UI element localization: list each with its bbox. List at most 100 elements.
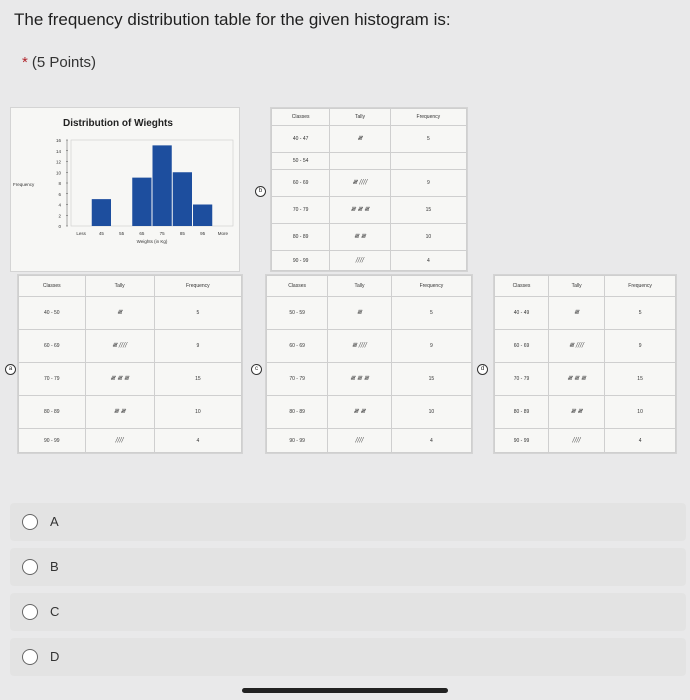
- class-cell: 40 - 50: [18, 296, 86, 330]
- x-tick-label: More: [218, 231, 229, 236]
- table-row: 40 - 49 𝍸 5: [493, 296, 676, 330]
- class-cell: 90 - 99: [493, 428, 550, 453]
- tally-cell: 𝍸 𝍸 𝍸: [548, 362, 606, 396]
- table-row: 70 - 79 𝍸 𝍸 𝍸 15: [493, 362, 676, 396]
- tally-cell: 𝍸: [548, 296, 606, 330]
- class-cell: 40 - 47: [270, 125, 331, 154]
- plot-frame: [70, 139, 234, 227]
- tally-cell: 𝍸 𝍸 𝍸: [84, 362, 155, 396]
- frequency-cell: 4: [604, 428, 676, 453]
- histogram-bar: [91, 199, 111, 226]
- table-row: 70 - 79 𝍸 𝍸 𝍸 15: [18, 362, 243, 396]
- badge-option-d: d: [477, 364, 488, 375]
- radio-d[interactable]: [22, 649, 38, 665]
- table-row: 90 - 99////4: [18, 428, 243, 453]
- tally-cell: 𝍸 ////: [84, 329, 155, 363]
- class-cell: 40 - 49: [493, 296, 550, 330]
- table-row: 80 - 89 𝍸 𝍸 10: [493, 395, 676, 429]
- table-row: 40 - 47 𝍸 5: [270, 125, 468, 154]
- badge-option-b: b: [255, 186, 266, 197]
- table-option-b: Classes Tally Frequency 40 - 47 𝍸 5 50 - 54 60 …: [270, 107, 468, 272]
- class-cell: 90 - 99: [265, 428, 329, 453]
- class-cell: 70 - 79: [265, 362, 329, 396]
- choice-b[interactable]: B: [10, 548, 686, 586]
- choice-c-label: C: [50, 604, 60, 619]
- header-cell: Classes: [18, 275, 86, 297]
- y-tick-label: 6: [58, 192, 61, 197]
- tally-cell: 𝍸: [329, 125, 391, 154]
- tally-cell: [329, 152, 391, 171]
- header-cell: Frequency: [604, 275, 676, 297]
- table-row: 90 - 99////4: [270, 250, 468, 271]
- table-header-row: Classes Tally Frequency: [265, 275, 473, 297]
- frequency-cell: [389, 152, 468, 171]
- choice-c[interactable]: C: [10, 593, 686, 631]
- frequency-cell: 10: [604, 395, 676, 429]
- frequency-cell: 15: [390, 362, 473, 396]
- points-label: * (5 Points): [22, 54, 96, 71]
- header-cell: Classes: [493, 275, 550, 297]
- class-cell: 80 - 89: [265, 395, 329, 429]
- table-header-row: Classes Tally Frequency: [270, 107, 468, 127]
- table-row: 90 - 99////4: [265, 428, 473, 453]
- tally-cell: 𝍸 𝍸 𝍸: [329, 196, 391, 225]
- table-row: 90 - 99////4: [493, 428, 676, 453]
- radio-a[interactable]: [22, 514, 38, 530]
- table-row: 80 - 89 𝍸 𝍸 10: [18, 395, 243, 429]
- table-row: 80 - 89 𝍸 𝍸 10: [270, 223, 468, 252]
- table-row: 70 - 79 𝍸 𝍸 𝍸 15: [270, 196, 468, 225]
- y-tick-label: 0: [58, 224, 61, 229]
- class-cell: 70 - 79: [493, 362, 550, 396]
- histogram-chart: 0 2 4 6 8 10 12 14 16 Frequency Less 45 55 65 75 85 95 Mo…: [13, 138, 234, 244]
- header-cell: Tally: [329, 107, 391, 127]
- frequency-cell: 10: [153, 395, 243, 429]
- x-tick-label: 85: [180, 231, 186, 236]
- table-option-d: Classes Tally Frequency 40 - 49 𝍸 5 60 - 69 𝍸 /…: [493, 274, 677, 454]
- x-tick-label: 55: [119, 231, 125, 236]
- tally-cell: 𝍸 𝍸: [84, 395, 155, 429]
- histogram-bar: [152, 145, 172, 226]
- choice-a-label: A: [50, 514, 59, 529]
- table-row: 60 - 69 𝍸 ////9: [493, 329, 676, 363]
- header-cell: Frequency: [153, 275, 243, 297]
- header-cell: Tally: [548, 275, 606, 297]
- frequency-cell: 4: [153, 428, 243, 453]
- badge-option-c: c: [251, 364, 262, 375]
- y-tick-label: 16: [56, 138, 62, 143]
- header-cell: Frequency: [389, 107, 468, 127]
- tally-cell: 𝍸: [84, 296, 155, 330]
- frequency-cell: 5: [153, 296, 243, 330]
- header-cell: Classes: [270, 107, 331, 127]
- histogram-title: Distribution of Wieghts: [63, 118, 173, 129]
- radio-c[interactable]: [22, 604, 38, 620]
- table-row: 50 - 59 𝍸 5: [265, 296, 473, 330]
- histogram-bar: [193, 204, 213, 226]
- class-cell: 70 - 79: [270, 196, 331, 225]
- x-tick-label: 75: [160, 231, 166, 236]
- tally-cell: 𝍸 𝍸: [327, 395, 392, 429]
- choice-d[interactable]: D: [10, 638, 686, 676]
- table-row: 60 - 69 𝍸 ////9: [18, 329, 243, 363]
- y-tick-label: 4: [58, 203, 61, 208]
- histogram-bar: [172, 172, 192, 226]
- choice-a[interactable]: A: [10, 503, 686, 541]
- frequency-cell: 15: [389, 196, 468, 225]
- x-axis-label: Weights (in Kg): [137, 239, 168, 244]
- tally-cell: 𝍸 𝍸: [329, 223, 391, 252]
- frequency-cell: 9: [389, 169, 468, 198]
- home-indicator[interactable]: [242, 688, 448, 693]
- question-text: The frequency distribution table for the…: [14, 10, 451, 29]
- table-option-a: Classes Tally Frequency 40 - 50 𝍸 5 60 - 69 𝍸 /…: [17, 274, 243, 454]
- table-header-row: Classes Tally Frequency: [493, 275, 676, 297]
- class-cell: 50 - 54: [270, 152, 331, 171]
- radio-b[interactable]: [22, 559, 38, 575]
- frequency-cell: 10: [389, 223, 468, 252]
- class-cell: 80 - 89: [18, 395, 86, 429]
- tally-cell: 𝍸 𝍸 𝍸: [327, 362, 392, 396]
- table-row: 50 - 54: [270, 152, 468, 171]
- class-cell: 60 - 69: [493, 329, 550, 363]
- frequency-cell: 5: [390, 296, 473, 330]
- frequency-cell: 4: [390, 428, 473, 453]
- tally-cell: ////: [84, 428, 155, 453]
- table-row: 60 - 69 𝍸 ////9: [270, 169, 468, 198]
